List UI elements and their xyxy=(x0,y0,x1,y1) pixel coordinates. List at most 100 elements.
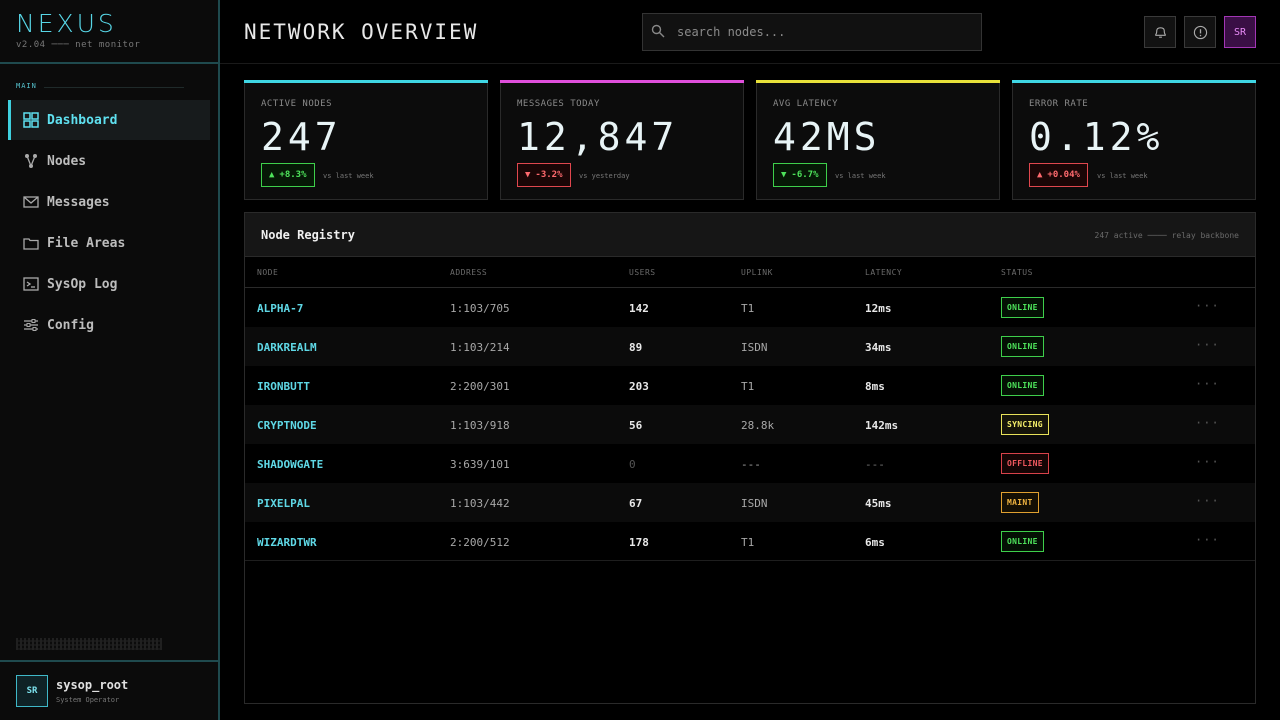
status-badge: ONLINE xyxy=(1001,297,1044,318)
sidebar-item-config[interactable]: Config xyxy=(8,305,210,345)
node-uplink: 28.8k xyxy=(741,419,775,432)
status-badge: OFFLINE xyxy=(1001,453,1049,474)
card-accent-bar xyxy=(500,80,744,83)
card-accent-bar xyxy=(756,80,1000,83)
stat-delta-value: -3.2% xyxy=(535,170,563,180)
stat-note: vs yesterday xyxy=(579,172,630,180)
table-row[interactable]: CRYPTNODE 1:103/918 56 28.8k 142ms SYNCI… xyxy=(245,405,1255,444)
node-latency: 12ms xyxy=(865,302,892,315)
search-box[interactable] xyxy=(642,13,982,51)
table-header: NODE ADDRESS USERS UPLINK LATENCY STATUS xyxy=(245,257,1255,288)
column-header-address[interactable]: ADDRESS xyxy=(450,268,488,277)
stat-card-avg-latency: AVG LATENCY 42MS ▼ -6.7% vs last week xyxy=(756,80,1000,200)
stat-label: ACTIVE NODES xyxy=(261,99,333,109)
node-latency: 34ms xyxy=(865,341,892,354)
top-header: NETWORK OVERVIEW SR xyxy=(220,0,1280,64)
stat-label: AVG LATENCY xyxy=(773,99,839,109)
node-name[interactable]: PIXELPAL xyxy=(257,497,310,510)
node-latency: 6ms xyxy=(865,536,885,549)
sidebar-item-sysop-log[interactable]: SysOp Log xyxy=(8,264,210,304)
brand-version: v2.04 ─── net monitor xyxy=(16,40,141,50)
mail-icon xyxy=(22,193,40,211)
nav-section-divider xyxy=(44,87,184,88)
status-badge: ONLINE xyxy=(1001,531,1044,552)
node-users: 0 xyxy=(629,458,636,471)
node-users: 142 xyxy=(629,302,649,315)
node-name[interactable]: CRYPTNODE xyxy=(257,419,317,432)
node-uplink: T1 xyxy=(741,302,755,315)
search-input[interactable] xyxy=(677,25,957,39)
info-icon xyxy=(1193,25,1207,39)
header-avatar[interactable]: SR xyxy=(1224,16,1256,48)
node-name[interactable]: WIZARDTWR xyxy=(257,536,317,549)
sliders-icon xyxy=(22,316,40,334)
sidebar-nav: Dashboard Nodes Messages File Areas SysO… xyxy=(8,100,210,346)
sidebar-item-nodes[interactable]: Nodes xyxy=(8,141,210,181)
node-uplink: T1 xyxy=(741,380,755,393)
column-header-users[interactable]: USERS xyxy=(629,268,656,277)
sidebar: NEXUS v2.04 ─── net monitor MAIN Dashboa… xyxy=(0,0,220,720)
stat-label: MESSAGES TODAY xyxy=(517,99,600,109)
network-icon xyxy=(22,152,40,170)
row-actions-button[interactable]: ··· xyxy=(1195,299,1220,313)
node-name[interactable]: IRONBUTT xyxy=(257,380,310,393)
table-row[interactable]: DARKREALM 1:103/214 89 ISDN 34ms ONLINE … xyxy=(245,327,1255,366)
table-row[interactable]: WIZARDTWR 2:200/512 178 T1 6ms ONLINE ··… xyxy=(245,522,1255,561)
row-actions-button[interactable]: ··· xyxy=(1195,455,1220,469)
stat-delta-value: +0.04% xyxy=(1047,170,1080,180)
row-actions-button[interactable]: ··· xyxy=(1195,377,1220,391)
column-header-status[interactable]: STATUS xyxy=(1001,268,1033,277)
table-row[interactable]: IRONBUTT 2:200/301 203 T1 8ms ONLINE ··· xyxy=(245,366,1255,405)
column-header-node[interactable]: NODE xyxy=(257,268,279,277)
stat-delta-badge: ▼ -3.2% xyxy=(517,163,571,187)
notifications-button[interactable] xyxy=(1144,16,1176,48)
stat-delta-badge: ▼ -6.7% xyxy=(773,163,827,187)
node-address: 3:639/101 xyxy=(450,458,510,471)
card-accent-bar xyxy=(244,80,488,83)
row-actions-button[interactable]: ··· xyxy=(1195,338,1220,352)
column-header-latency[interactable]: LATENCY xyxy=(865,268,903,277)
node-address: 1:103/442 xyxy=(450,497,510,510)
user-role: System Operator xyxy=(56,696,120,704)
table-row[interactable]: ALPHA-7 1:103/705 142 T1 12ms ONLINE ··· xyxy=(245,288,1255,327)
node-address: 1:103/918 xyxy=(450,419,510,432)
node-name[interactable]: SHADOWGATE xyxy=(257,458,324,471)
node-registry-panel: Node Registry 247 active ──── relay back… xyxy=(244,212,1256,704)
arrow-up-icon: ▲ xyxy=(269,170,275,180)
table-row[interactable]: PIXELPAL 1:103/442 67 ISDN 45ms MAINT ··… xyxy=(245,483,1255,522)
column-header-uplink[interactable]: UPLINK xyxy=(741,268,773,277)
stat-delta-badge: ▲ +0.04% xyxy=(1029,163,1088,187)
page-title: NETWORK OVERVIEW xyxy=(244,20,479,44)
brand: NEXUS v2.04 ─── net monitor xyxy=(0,0,218,64)
sidebar-item-label: File Areas xyxy=(47,235,126,251)
sidebar-item-label: Config xyxy=(47,317,94,333)
panel-header: Node Registry 247 active ──── relay back… xyxy=(245,213,1255,257)
node-users: 89 xyxy=(629,341,643,354)
node-name[interactable]: DARKREALM xyxy=(257,341,317,354)
node-name[interactable]: ALPHA-7 xyxy=(257,302,304,315)
sidebar-item-label: Nodes xyxy=(47,153,87,169)
terminal-icon xyxy=(22,275,40,293)
stat-card-active-nodes: ACTIVE NODES 247 ▲ +8.3% vs last week xyxy=(244,80,488,200)
user-name: sysop_root xyxy=(56,678,129,692)
stat-value: 42MS xyxy=(773,115,881,159)
nav-section-label: MAIN xyxy=(16,82,37,90)
avatar[interactable]: SR xyxy=(16,675,48,707)
sidebar-item-file-areas[interactable]: File Areas xyxy=(8,223,210,263)
status-badge: SYNCING xyxy=(1001,414,1049,435)
info-button[interactable] xyxy=(1184,16,1216,48)
user-profile[interactable]: SR sysop_root System Operator xyxy=(0,660,218,720)
sidebar-item-messages[interactable]: Messages xyxy=(8,182,210,222)
brand-logo[interactable]: NEXUS xyxy=(16,9,117,38)
table-row[interactable]: SHADOWGATE 3:639/101 0 --- --- OFFLINE ·… xyxy=(245,444,1255,483)
node-latency: 8ms xyxy=(865,380,885,393)
status-badge: ONLINE xyxy=(1001,375,1044,396)
sidebar-item-label: SysOp Log xyxy=(47,276,118,292)
sidebar-item-dashboard[interactable]: Dashboard xyxy=(8,100,210,140)
stat-label: ERROR RATE xyxy=(1029,99,1089,109)
status-badge: ONLINE xyxy=(1001,336,1044,357)
row-actions-button[interactable]: ··· xyxy=(1195,416,1220,430)
stat-delta-badge: ▲ +8.3% xyxy=(261,163,315,187)
row-actions-button[interactable]: ··· xyxy=(1195,494,1220,508)
row-actions-button[interactable]: ··· xyxy=(1195,533,1220,547)
